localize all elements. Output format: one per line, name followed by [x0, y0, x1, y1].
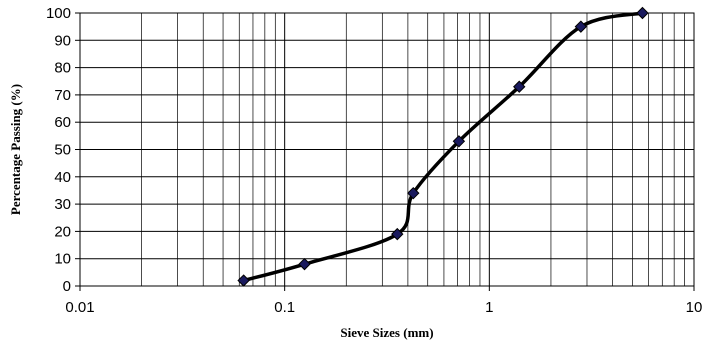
series-line: [241, 11, 645, 283]
y-tick-label: 100: [46, 5, 71, 22]
x-axis-title: Sieve Sizes (mm): [340, 325, 433, 340]
y-tick-label: 50: [54, 142, 71, 159]
data-point-marker: [574, 20, 588, 33]
y-tick-label: 60: [54, 114, 71, 131]
data-point-marker: [237, 274, 250, 287]
x-tick-label: 1: [485, 299, 493, 316]
x-tick-label: 0.1: [274, 299, 295, 316]
y-tick-label: 40: [54, 169, 71, 186]
y-tick-label: 90: [54, 32, 71, 49]
y-tick-label: 70: [54, 87, 71, 104]
y-tick-label: 80: [54, 60, 71, 77]
x-axis-ticks: 0.01 0.1 1 10: [65, 286, 702, 316]
grid-lines: [79, 12, 694, 287]
data-point-marker: [298, 257, 311, 271]
y-axis-title: Percentage Passing (%): [8, 84, 23, 215]
y-tick-label: 20: [54, 223, 71, 240]
y-axis-ticks: 0 10 20 30 40 50 60 70 80 90 100: [46, 5, 80, 295]
data-point-marker: [391, 227, 404, 241]
x-tick-label: 0.01: [65, 299, 94, 316]
y-tick-label: 0: [63, 278, 71, 295]
y-tick-label: 30: [54, 196, 71, 213]
data-point-marker: [452, 135, 466, 148]
x-tick-label: 10: [686, 299, 703, 316]
series-markers: [237, 6, 649, 287]
data-point-marker: [636, 6, 649, 20]
data-point-marker: [407, 186, 420, 200]
data-point-marker: [513, 80, 526, 93]
y-tick-label: 10: [54, 251, 71, 268]
